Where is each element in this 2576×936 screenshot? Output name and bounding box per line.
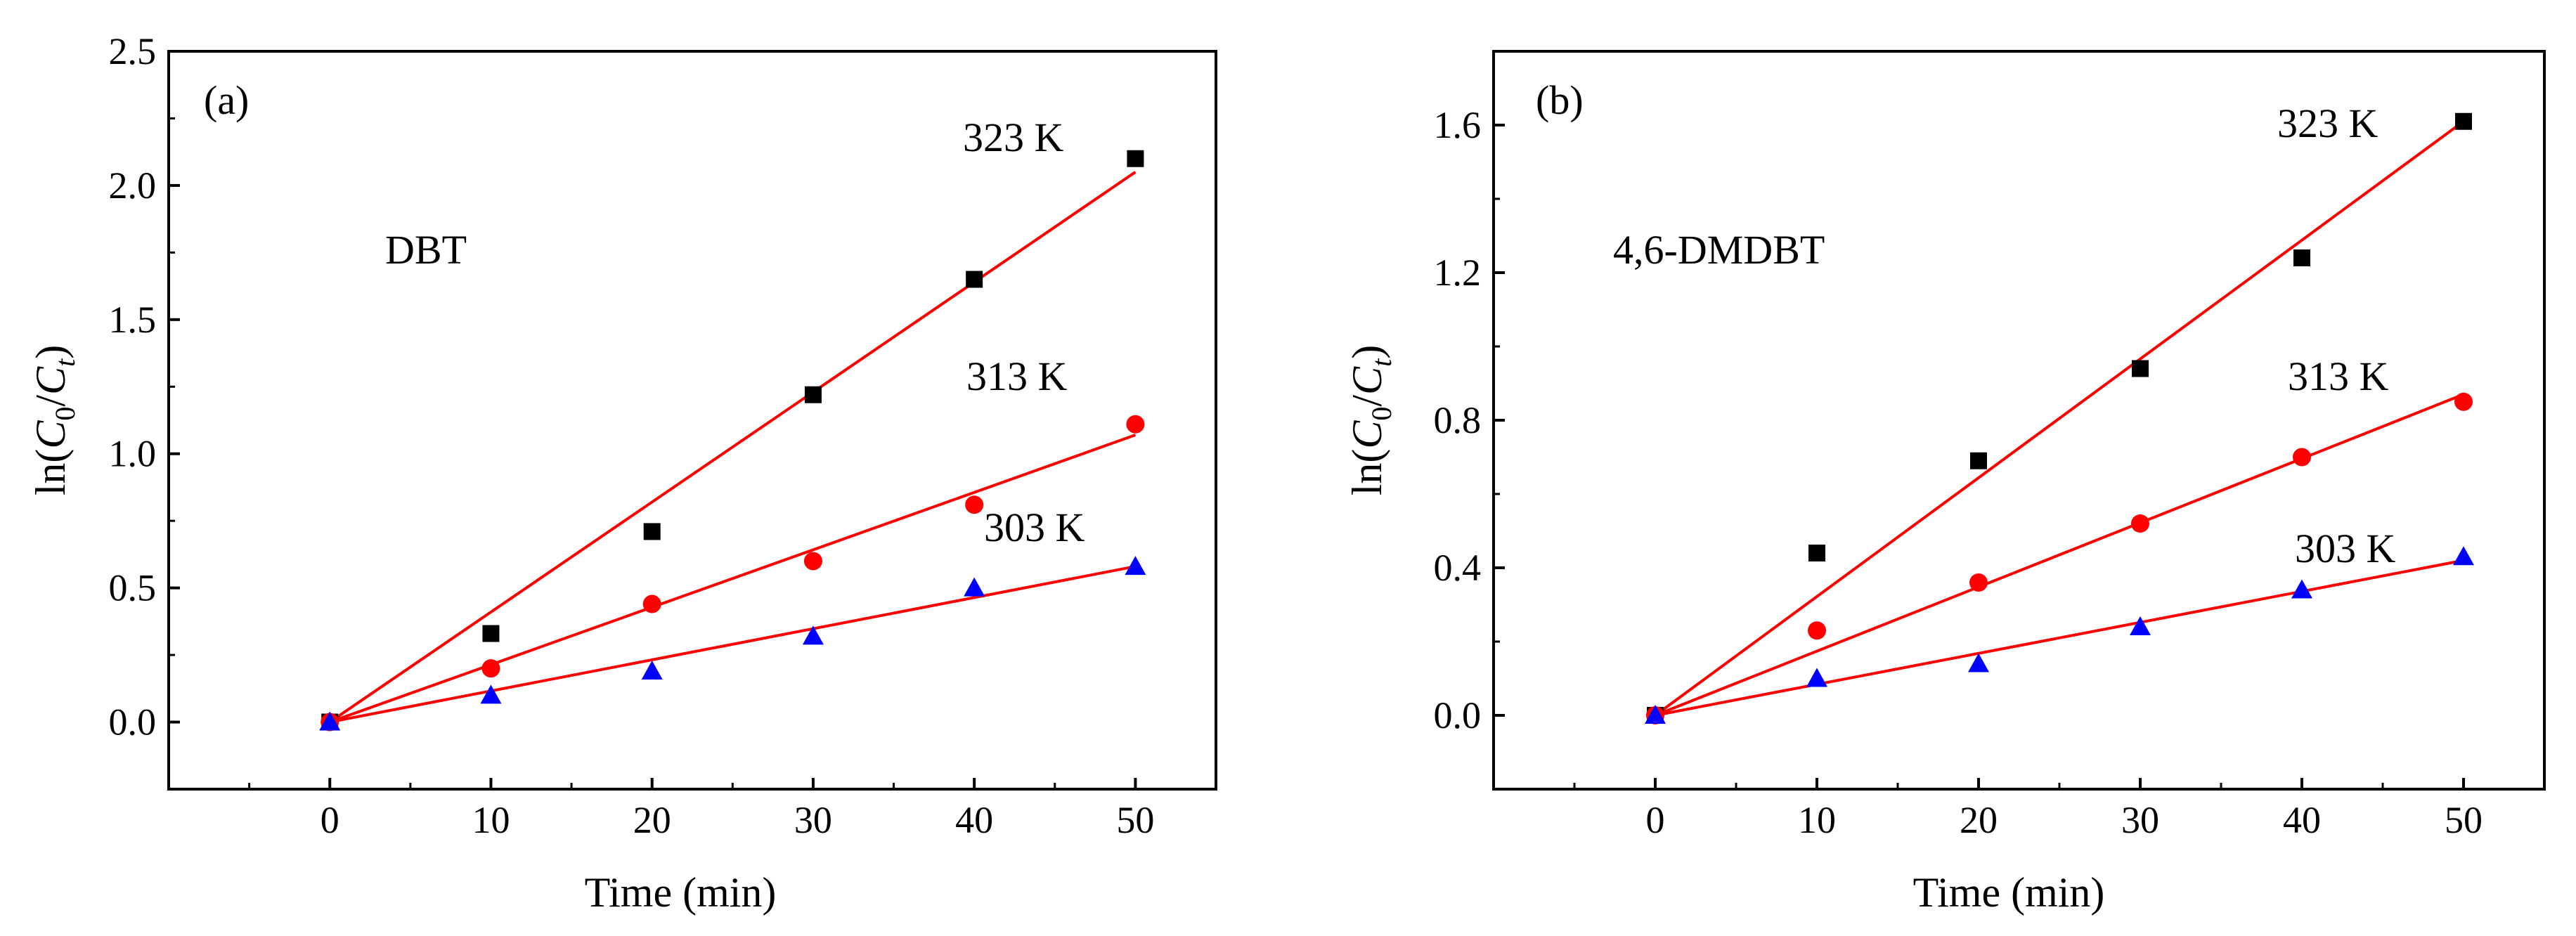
y-axis-ticks-a: 0.0 0.5 1.0 1.5 2.0 2.5	[109, 30, 180, 743]
point-303K	[964, 577, 985, 597]
point-323K	[804, 386, 822, 403]
compound-label: 4,6-DMDBT	[1613, 227, 1825, 273]
series-label-313K: 313 K	[2288, 353, 2389, 399]
x-tick-label: 10	[472, 799, 510, 841]
point-323K	[482, 625, 500, 642]
point-323K	[1970, 452, 1987, 469]
fit-line-303K	[329, 565, 1136, 724]
x-tick-label: 0	[1646, 799, 1665, 841]
series-label-323K: 323 K	[2277, 100, 2378, 146]
point-323K	[1808, 545, 1825, 561]
x-axis-ticks-a: 0 10 20 30 40 50	[248, 778, 1154, 841]
panel-label: (a)	[204, 77, 249, 123]
fit-lines-a	[329, 171, 1137, 724]
y-axis-title: ln(C0/Ct)	[27, 345, 81, 496]
y-tick-label: 0.5	[109, 567, 157, 609]
point-313K	[2131, 514, 2149, 533]
point-303K	[1125, 556, 1146, 576]
point-313K	[2293, 448, 2311, 467]
point-303K	[641, 661, 663, 680]
y-tick-label: 0.0	[1434, 694, 1482, 736]
series-label-323K: 323 K	[963, 115, 1064, 160]
point-303K	[1645, 705, 1666, 724]
y-tick-label: 1.6	[1434, 104, 1482, 146]
x-tick-label: 30	[2121, 799, 2159, 841]
point-323K	[2455, 112, 2472, 130]
point-313K	[481, 659, 500, 678]
x-tick-label: 50	[2445, 799, 2483, 841]
series-label-313K: 313 K	[966, 353, 1068, 399]
y-tick-label: 1.0	[109, 433, 157, 475]
point-313K	[642, 594, 661, 613]
point-323K	[2132, 360, 2149, 377]
x-tick-label: 20	[633, 799, 671, 841]
point-323K	[966, 271, 983, 288]
point-303K	[1968, 653, 1989, 672]
panel-label: (b)	[1536, 77, 1584, 123]
panel-b: 0.0 0.4 0.8 1.2 1.6 0 10 20 30 40 50 (b) 4,6-DMDB…	[1344, 50, 2546, 916]
y-tick-label: 0.4	[1434, 547, 1482, 589]
point-323K	[643, 523, 661, 540]
x-axis-title: Time (min)	[1913, 869, 2105, 916]
plot-frame-a	[167, 50, 1217, 791]
x-tick-label: 20	[1960, 799, 1998, 841]
panel-a: 0.0 0.5 1.0 1.5 2.0 2.5 0 10 20 30 40 50 (a) DBT 3…	[27, 30, 1217, 916]
x-axis-ticks-b: 0 10 20 30 40 50	[1573, 778, 2483, 841]
x-tick-label: 40	[2283, 799, 2321, 841]
fit-lines-b	[1654, 120, 2465, 717]
y-tick-label: 0.0	[109, 701, 157, 743]
point-313K	[1126, 415, 1145, 434]
y-tick-label: 2.5	[109, 30, 157, 72]
fit-line-323K	[1654, 120, 2465, 717]
point-303K	[802, 625, 824, 645]
fit-line-313K	[1655, 393, 2464, 717]
point-313K	[2454, 392, 2473, 411]
y-tick-label: 1.2	[1434, 252, 1482, 294]
y-axis-ticks-b: 0.0 0.4 0.8 1.2 1.6	[1434, 104, 1505, 736]
compound-label: DBT	[385, 227, 467, 273]
point-303K	[1806, 668, 1827, 687]
y-axis-title: ln(C0/Ct)	[1344, 345, 1397, 496]
point-303K	[2453, 546, 2474, 566]
x-tick-label: 10	[1798, 799, 1836, 841]
point-313K	[803, 552, 822, 571]
data-points-a	[319, 150, 1146, 732]
y-tick-label: 2.0	[109, 164, 157, 207]
data-points-b	[1645, 112, 2474, 724]
x-tick-label: 40	[955, 799, 993, 841]
point-313K	[1808, 621, 1826, 640]
y-tick-label: 1.5	[109, 299, 157, 341]
series-label-303K: 303 K	[2295, 526, 2396, 571]
series-label-303K: 303 K	[984, 505, 1085, 550]
point-303K	[319, 711, 341, 731]
point-303K	[2291, 579, 2312, 599]
x-tick-label: 50	[1116, 799, 1154, 841]
plot-frame-b	[1492, 50, 2546, 791]
y-tick-label: 0.8	[1434, 399, 1482, 441]
fit-line-303K	[1655, 559, 2464, 717]
x-axis-title: Time (min)	[585, 869, 777, 916]
fit-line-313K	[329, 434, 1137, 724]
point-323K	[1127, 150, 1144, 167]
point-303K	[480, 684, 502, 704]
x-tick-label: 30	[794, 799, 832, 841]
point-303K	[2130, 616, 2151, 635]
fit-line-323K	[329, 171, 1137, 724]
point-313K	[965, 495, 984, 514]
point-323K	[2293, 249, 2310, 266]
x-tick-label: 0	[321, 799, 339, 841]
point-313K	[1969, 573, 1988, 592]
